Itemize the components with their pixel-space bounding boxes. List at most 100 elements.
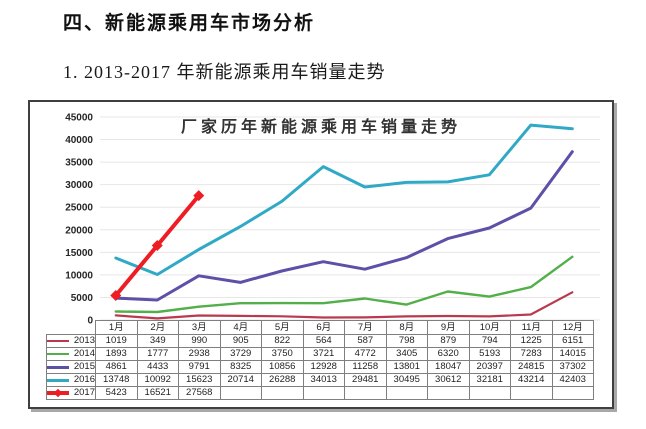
value-cell-2013-1月: 1019 <box>95 334 138 348</box>
value-cell-2014-2月: 1777 <box>136 347 179 361</box>
value-cell-2016-9月: 30612 <box>427 373 470 387</box>
y-axis-label: 25000 <box>65 203 93 214</box>
y-axis-label: 15000 <box>65 248 93 259</box>
value-cell-2016-1月: 13748 <box>95 373 138 387</box>
legend-cell-2016: 2016 <box>46 373 96 387</box>
value-cell-2013-6月: 564 <box>302 334 345 348</box>
value-cell-2017-6月 <box>302 386 345 400</box>
value-cell-2016-8月: 30495 <box>385 373 428 387</box>
value-cell-2013-3月: 990 <box>178 334 221 348</box>
month-header-cell: 5月 <box>261 320 304 335</box>
table-row-2015: 2015 4861 4433 9791 8325 10856 12928 11258 13801… <box>46 360 594 374</box>
value-cell-2014-12月: 14015 <box>551 347 594 361</box>
value-cell-2014-5月: 3750 <box>261 347 304 361</box>
legend-cell-2014: 2014 <box>46 347 96 361</box>
value-cell-2013-11月: 1225 <box>510 334 553 348</box>
y-axis-label: 45000 <box>65 113 93 124</box>
table-row-2013: 2013 1019 349 990 905 822 564 587 798 879 794 1225 6… <box>46 334 594 348</box>
value-cell-2017-4月 <box>219 386 262 400</box>
series-line-2015 <box>114 150 574 302</box>
month-header-cell: 12月 <box>551 320 594 335</box>
value-cell-2016-5月: 26288 <box>261 373 304 387</box>
value-cell-2016-4月: 20714 <box>219 373 262 387</box>
value-cell-2015-6月: 12928 <box>302 360 345 374</box>
value-cell-2016-7月: 29481 <box>344 373 387 387</box>
legend-line-swatch <box>47 339 69 343</box>
value-cell-2014-3月: 2938 <box>178 347 221 361</box>
value-cell-2015-12月: 37302 <box>551 360 594 374</box>
month-header-cell: 9月 <box>427 320 470 335</box>
value-cell-2017-9月 <box>427 386 470 400</box>
legend-line-swatch <box>47 352 69 356</box>
month-header-cell: 8月 <box>385 320 428 335</box>
month-header-cell: 7月 <box>344 320 387 335</box>
value-cell-2015-2月: 4433 <box>136 360 179 374</box>
y-axis-label: 10000 <box>65 270 93 281</box>
table-row-2017: 2017 5423 16521 27568 <box>46 386 594 400</box>
value-cell-2017-12月 <box>551 386 594 400</box>
value-cell-2013-12月: 6151 <box>551 334 594 348</box>
legend-year-label: 2017 <box>73 387 95 399</box>
table-header-row: 1月 2月 3月 4月 5月 6月 7月 8月 9月 10月 11月 12月 <box>47 320 594 335</box>
legend-diamond-marker <box>53 388 63 398</box>
data-point-marker-2017 <box>151 239 163 251</box>
value-cell-2014-10月: 5193 <box>468 347 511 361</box>
data-point-marker-2017 <box>110 290 122 302</box>
value-cell-2013-9月: 879 <box>427 334 470 348</box>
legend-line-swatch <box>47 378 69 382</box>
value-cell-2014-4月: 3729 <box>219 347 262 361</box>
value-cell-2016-2月: 10092 <box>136 373 179 387</box>
value-cell-2015-5月: 10856 <box>261 360 304 374</box>
line-plot: 0 5000 10000 15000 20000 25000 30000 35000 40000… <box>65 113 600 327</box>
value-cell-2013-4月: 905 <box>219 334 262 348</box>
month-header-cell: 11月 <box>510 320 553 335</box>
value-cell-2015-9月: 18047 <box>427 360 470 374</box>
legend-year-label: 2013 <box>73 335 95 347</box>
value-cell-2013-2月: 349 <box>136 334 179 348</box>
value-cell-2017-2月: 16521 <box>136 386 179 400</box>
series-line-2013 <box>114 291 574 320</box>
legend-cell-2015: 2015 <box>46 360 96 374</box>
value-cell-2015-4月: 8325 <box>219 360 262 374</box>
table-corner-cell <box>47 321 96 335</box>
y-axis-label: 5000 <box>71 293 94 304</box>
value-cell-2014-9月: 6320 <box>427 347 470 361</box>
value-cell-2016-3月: 15623 <box>178 373 221 387</box>
chart-data-table: 1月 2月 3月 4月 5月 6月 7月 8月 9月 10月 11月 12月 2013 1019 349 99… <box>46 320 594 400</box>
y-axis-label: 40000 <box>65 135 93 146</box>
legend-cell-2017: 2017 <box>46 386 96 400</box>
y-axis-label: 0 <box>87 316 93 327</box>
table-row-2014: 2014 1893 1777 2938 3729 3750 3721 4772 3405 6320… <box>46 347 594 361</box>
value-cell-2014-8月: 3405 <box>385 347 428 361</box>
legend-year-label: 2016 <box>73 374 95 386</box>
value-cell-2017-5月 <box>261 386 304 400</box>
month-header-cell: 4月 <box>219 320 262 335</box>
value-cell-2015-7月: 11258 <box>344 360 387 374</box>
month-header-cell: 2月 <box>136 320 179 335</box>
value-cell-2017-10月 <box>468 386 511 400</box>
value-cell-2016-12月: 42403 <box>551 373 594 387</box>
value-cell-2014-11月: 7283 <box>510 347 553 361</box>
series-line-2014 <box>114 255 574 314</box>
value-cell-2015-10月: 20397 <box>468 360 511 374</box>
legend-line-swatch <box>47 365 69 369</box>
value-cell-2013-5月: 822 <box>261 334 304 348</box>
month-header-cell: 1月 <box>95 320 138 335</box>
sales-chart-frame[interactable]: 0 5000 10000 15000 20000 25000 30000 35000 40000… <box>28 100 614 409</box>
value-cell-2013-7月: 587 <box>344 334 387 348</box>
subsection-heading: 1. 2013-2017 年新能源乘用车销量走势 <box>63 62 386 82</box>
legend-year-label: 2015 <box>73 361 95 373</box>
value-cell-2016-11月: 43214 <box>510 373 553 387</box>
y-axis-label: 35000 <box>65 158 93 169</box>
value-cell-2017-1月: 5423 <box>95 386 138 400</box>
value-cell-2013-10月: 794 <box>468 334 511 348</box>
legend-year-label: 2014 <box>73 348 95 360</box>
chart-title: 厂家历年新能源乘用车销量走势 <box>180 119 461 136</box>
series-line-2016 <box>114 123 574 276</box>
value-cell-2015-1月: 4861 <box>95 360 138 374</box>
value-cell-2017-7月 <box>344 386 387 400</box>
value-cell-2015-3月: 9791 <box>178 360 221 374</box>
value-cell-2017-8月 <box>385 386 428 400</box>
value-cell-2016-10月: 32181 <box>468 373 511 387</box>
value-cell-2015-11月: 24815 <box>510 360 553 374</box>
